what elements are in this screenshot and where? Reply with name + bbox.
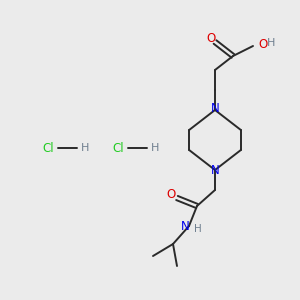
Text: O: O: [167, 188, 176, 200]
Text: O: O: [258, 38, 267, 52]
Text: O: O: [206, 32, 216, 44]
Text: N: N: [181, 220, 189, 233]
Text: H: H: [81, 143, 89, 153]
Text: H: H: [267, 38, 275, 48]
Text: N: N: [211, 164, 219, 178]
Text: N: N: [211, 103, 219, 116]
Text: H: H: [194, 224, 202, 234]
Text: H: H: [151, 143, 159, 153]
Text: Cl: Cl: [42, 142, 54, 154]
Text: Cl: Cl: [112, 142, 124, 154]
